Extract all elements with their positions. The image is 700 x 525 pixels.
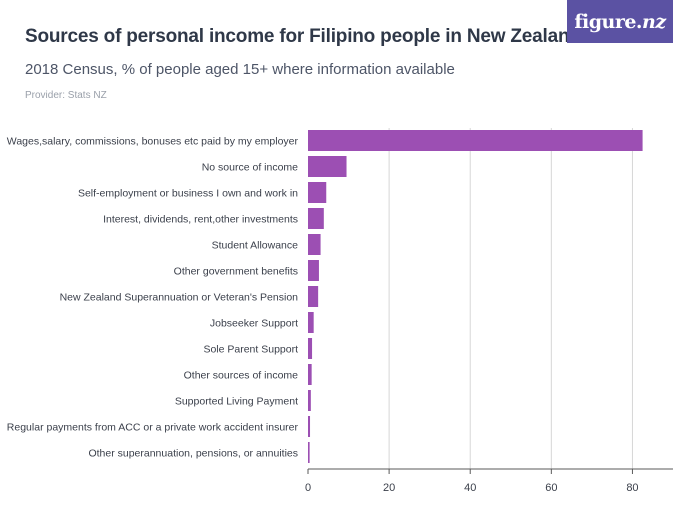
category-label: Other sources of income bbox=[184, 370, 299, 382]
x-tick-label: 20 bbox=[383, 482, 395, 494]
category-labels: Wages,salary, commissions, bonuses etc p… bbox=[7, 136, 299, 460]
bar bbox=[308, 390, 311, 411]
category-label: Interest, dividends, rent,other investme… bbox=[103, 214, 298, 226]
category-label: Student Allowance bbox=[212, 240, 299, 252]
x-axis: 0 20 40 60 80 bbox=[305, 468, 673, 494]
bar bbox=[308, 286, 319, 307]
bars bbox=[308, 130, 643, 463]
x-tick-label: 60 bbox=[545, 482, 557, 494]
bar bbox=[308, 156, 347, 177]
chart-subtitle: 2018 Census, % of people aged 15+ where … bbox=[25, 61, 455, 78]
category-label: Self-employment or business I own and wo… bbox=[78, 188, 298, 200]
category-label: Other superannuation, pensions, or annui… bbox=[88, 448, 298, 460]
logo-text-accent: nz bbox=[642, 10, 666, 33]
bar bbox=[308, 442, 310, 463]
bar bbox=[308, 130, 643, 151]
bar bbox=[308, 338, 313, 359]
x-tick-label: 80 bbox=[626, 482, 638, 494]
bar bbox=[308, 260, 319, 281]
bar bbox=[308, 312, 314, 333]
chart-title: Sources of personal income for Filipino … bbox=[25, 26, 581, 47]
x-tick-label: 40 bbox=[464, 482, 476, 494]
x-tick-label: 0 bbox=[305, 482, 311, 494]
category-label: Sole Parent Support bbox=[203, 344, 298, 356]
bar bbox=[308, 234, 321, 255]
logo-text: figure. bbox=[574, 10, 643, 33]
bar bbox=[308, 182, 327, 203]
data-provider: Provider: Stats NZ bbox=[25, 90, 107, 101]
category-label: No source of income bbox=[202, 162, 298, 174]
gridlines bbox=[388, 128, 633, 469]
category-label: New Zealand Superannuation or Veteran's … bbox=[60, 292, 299, 304]
bar bbox=[308, 416, 311, 437]
category-label: Regular payments from ACC or a private w… bbox=[7, 422, 299, 434]
category-label: Jobseeker Support bbox=[210, 318, 298, 330]
figure-nz-logo[interactable]: figure. nz bbox=[567, 0, 673, 43]
bar bbox=[308, 364, 312, 385]
bar bbox=[308, 208, 324, 229]
category-label: Wages,salary, commissions, bonuses etc p… bbox=[7, 136, 299, 148]
category-label: Supported Living Payment bbox=[175, 396, 298, 408]
category-label: Other government benefits bbox=[174, 266, 298, 278]
